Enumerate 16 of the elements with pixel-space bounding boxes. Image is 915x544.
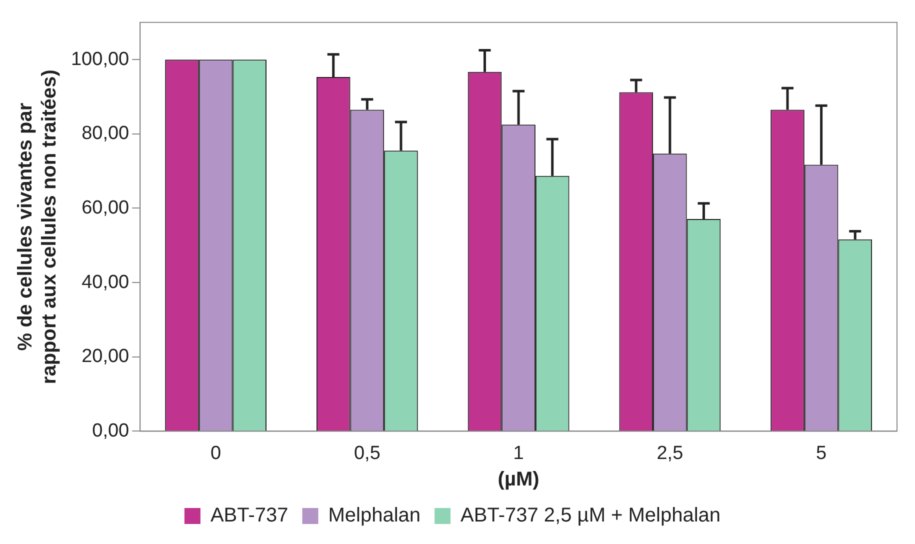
legend-label: Melphalan <box>328 504 421 527</box>
x-tick-label: 5 <box>816 442 827 464</box>
x-axis-title: (µM) <box>498 468 540 491</box>
y-tick-label: 100,00 <box>70 48 130 70</box>
x-tick-label: 0 <box>210 442 222 464</box>
y-tick-label: 40,00 <box>82 272 130 293</box>
y-tick-label: 60,00 <box>82 197 130 218</box>
x-tick-label: 2,5 <box>656 442 684 464</box>
legend-label: ABT-737 <box>210 504 288 527</box>
y-axis-title: % de cellules vivantes par rapport aux cellules non traitées) <box>14 70 61 384</box>
y-tick-label: 80,00 <box>82 123 130 144</box>
y-tick-label: 20,00 <box>82 346 130 368</box>
x-tick-label: 1 <box>513 442 524 464</box>
legend-label: ABT-737 2,5 µM + Melphalan <box>460 504 721 527</box>
x-tick-label: 0,5 <box>354 442 380 464</box>
y-tick-label: 0,00 <box>92 420 130 442</box>
